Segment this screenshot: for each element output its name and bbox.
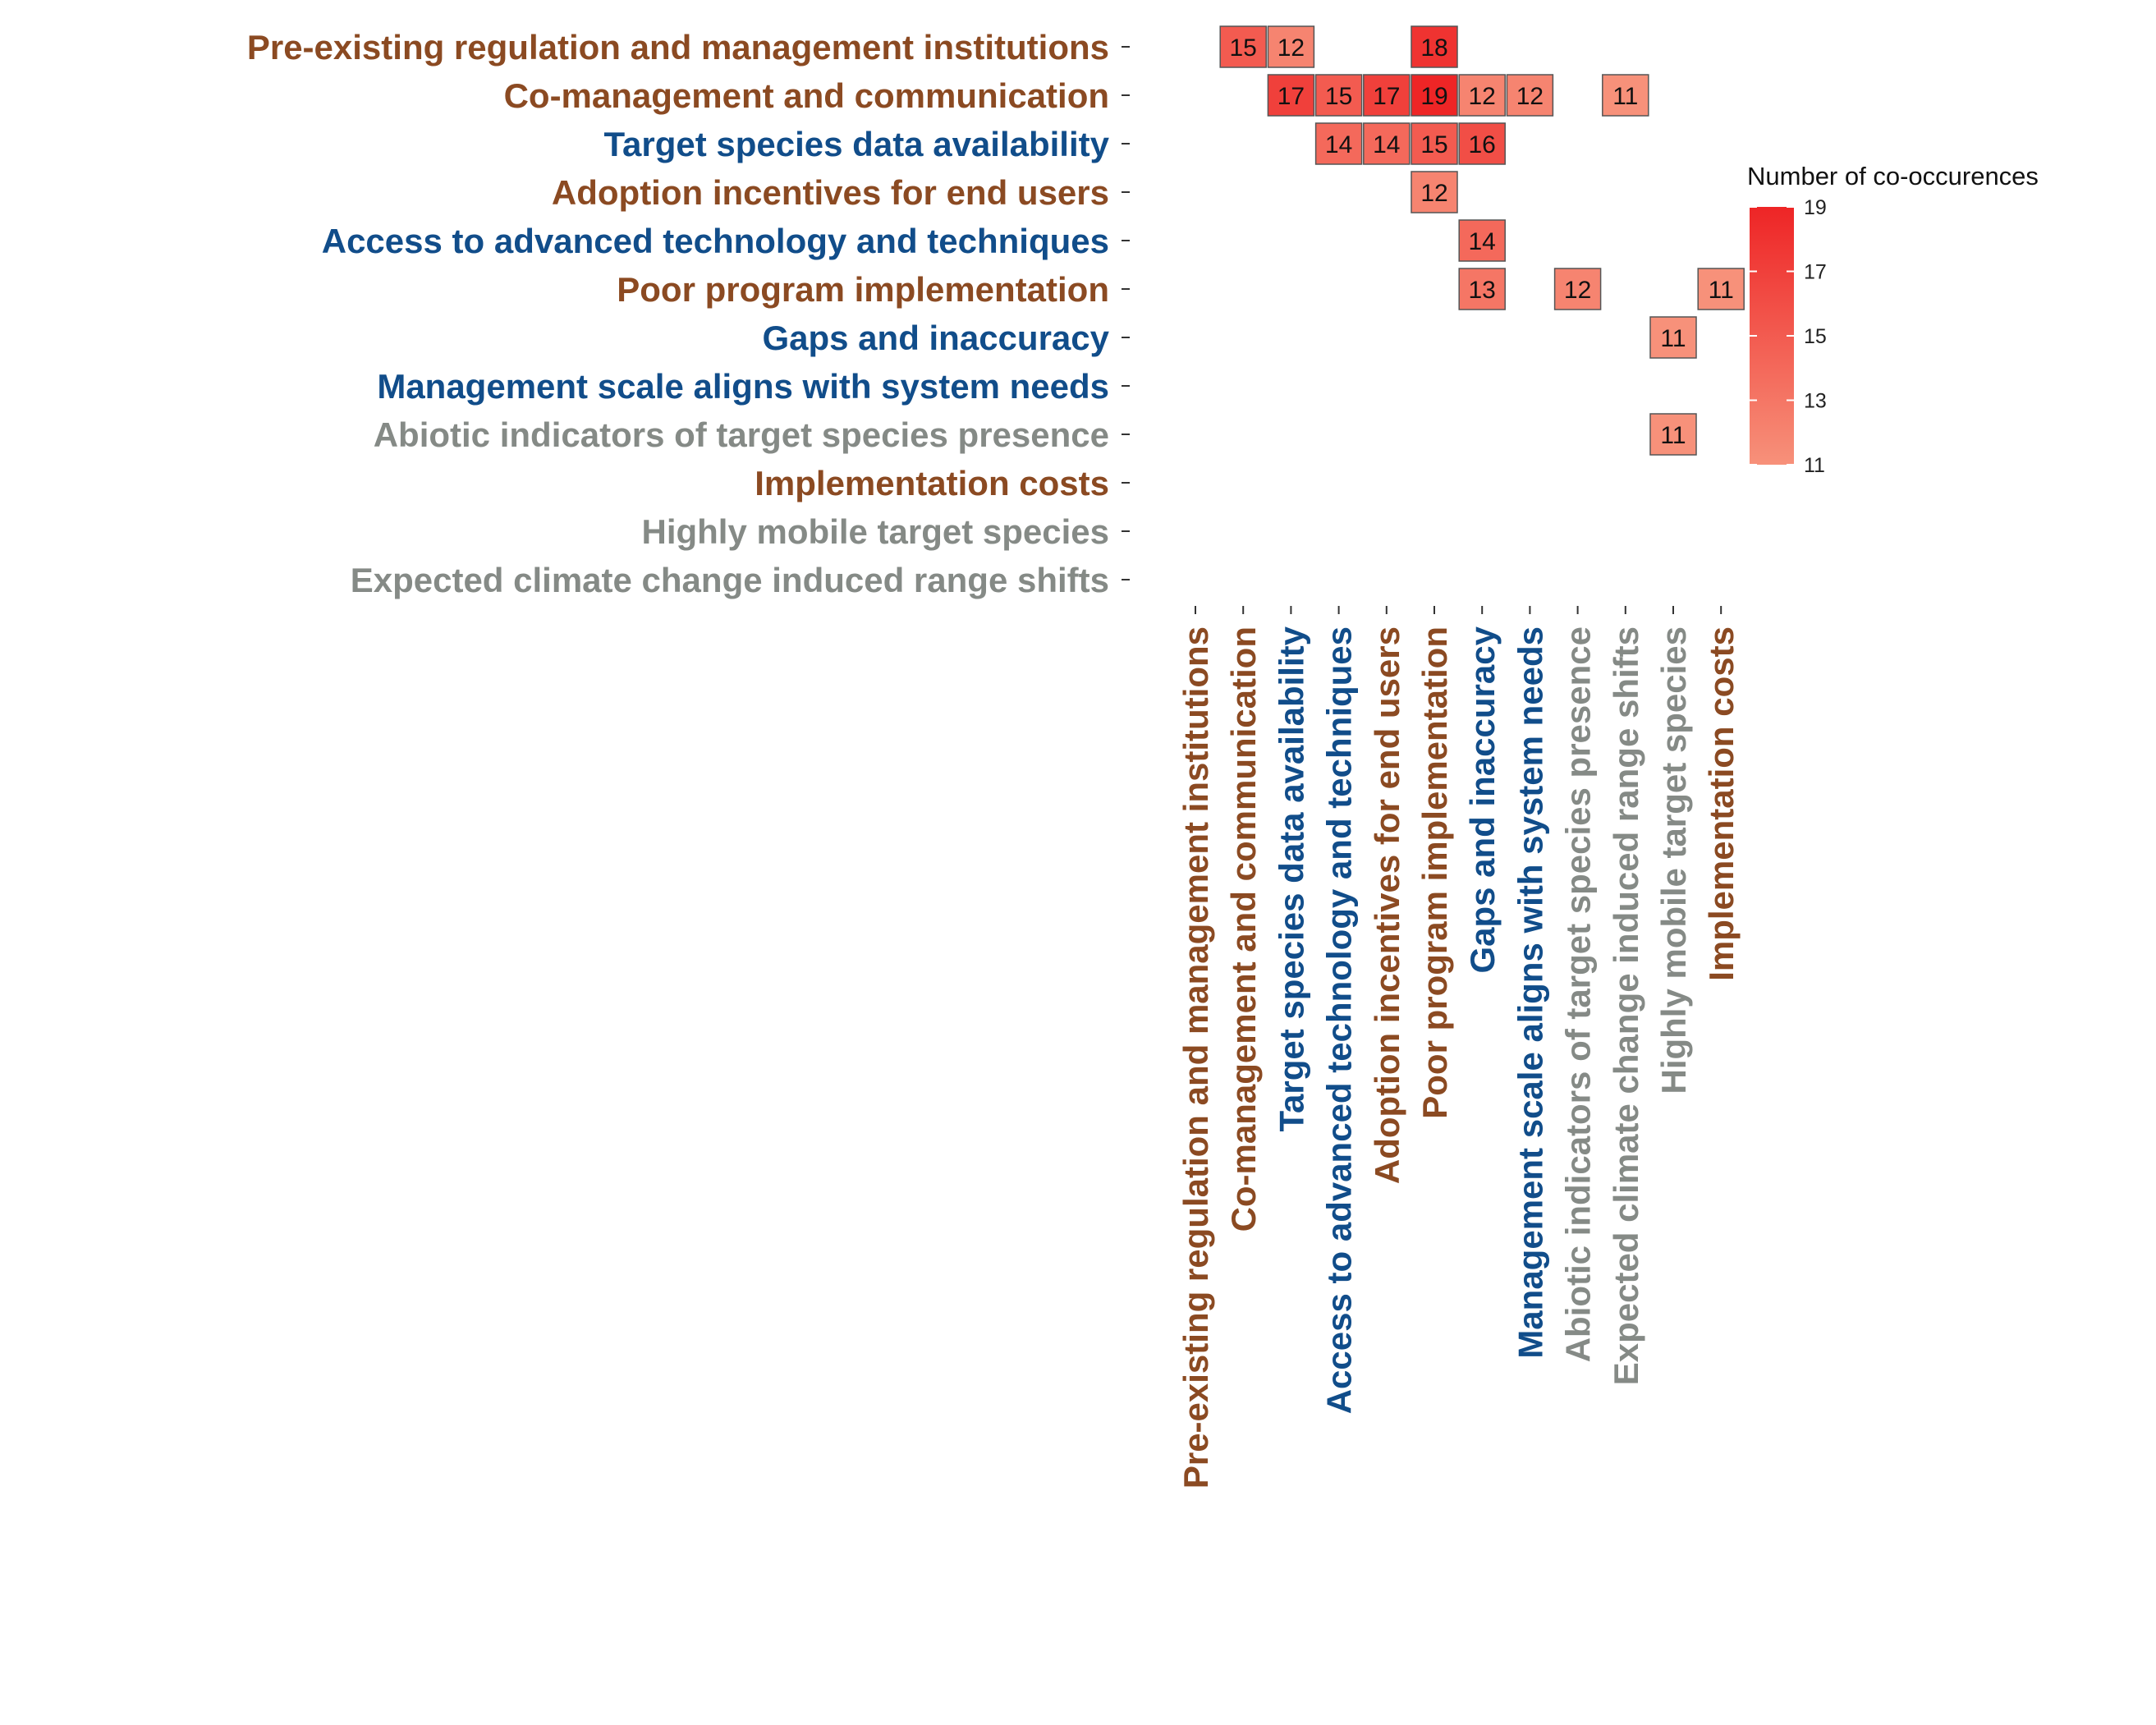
- y-tick-label-abiotic-indicators-of-target-species-presence: Abiotic indicators of target species pre…: [374, 415, 1109, 454]
- y-tick-label-target-species-data-availability: Target species data availability: [603, 125, 1109, 163]
- cell-value-label: 12: [1469, 83, 1496, 110]
- x-tick-label-management-scale-aligns-with-system-needs: Management scale aligns with system need…: [1511, 626, 1549, 1359]
- x-tick-label-implementation-costs: Implementation costs: [1702, 626, 1741, 981]
- heatmap-cell: [1363, 122, 1411, 165]
- heatmap-cell: [1267, 25, 1315, 68]
- cell-value-label: 12: [1564, 277, 1591, 304]
- cell-value-label: 12: [1516, 83, 1544, 110]
- legend-tick-label: 13: [1804, 390, 1827, 413]
- y-tick-label-pre-existing-regulation-and-management-institutions: Pre-existing regulation and management i…: [247, 28, 1109, 67]
- heatmap-cell: [1697, 268, 1745, 310]
- cell-value-label: 12: [1420, 180, 1447, 207]
- cell-value-label: 19: [1420, 83, 1447, 110]
- y-tick-label-management-scale-aligns-with-system-needs: Management scale aligns with system need…: [377, 367, 1109, 406]
- heatmap-cell: [1314, 74, 1363, 117]
- cell-value-label: 18: [1420, 34, 1447, 62]
- heatmap-cell: [1458, 122, 1506, 165]
- heatmap-cell: [1458, 219, 1506, 262]
- heatmap-cell: [1458, 74, 1506, 117]
- heatmap-cell: [1363, 74, 1411, 117]
- x-tick-label-access-to-advanced-technology-and-techniques: Access to advanced technology and techni…: [1320, 626, 1359, 1414]
- cell-value-label: 14: [1373, 131, 1400, 158]
- cell-value-label: 15: [1420, 131, 1447, 158]
- cell-value-label: 16: [1469, 131, 1496, 158]
- x-tick-label-highly-mobile-target-species: Highly mobile target species: [1654, 626, 1693, 1094]
- heatmap-cell: [1506, 74, 1554, 117]
- heatmap-cell: [1267, 74, 1315, 117]
- x-tick-label-gaps-and-inaccuracy: Gaps and inaccuracy: [1463, 626, 1502, 973]
- heatmap-cell: [1411, 74, 1458, 117]
- heatmap-cells: 15 12 18 17 15 17 19 12 12 11 14 14 15 16 12 14 13 12 11 11…: [1219, 25, 1745, 456]
- x-tick-label-pre-existing-regulation-and-management-institutions: Pre-existing regulation and management i…: [1177, 626, 1215, 1489]
- heatmap-cell: [1411, 25, 1458, 68]
- y-tick-label-co-management-and-communication: Co-management and communication: [504, 76, 1109, 115]
- cell-value-label: 11: [1660, 422, 1686, 449]
- x-tick-label-target-species-data-availability: Target species data availability: [1272, 626, 1310, 1131]
- x-axis-labels: Pre-existing regulation and management i…: [1177, 606, 1741, 1489]
- cell-value-label: 15: [1230, 34, 1257, 62]
- legend-title: Number of co-occurences: [1747, 162, 2039, 190]
- x-tick-label-adoption-incentives-for-end-users: Adoption incentives for end users: [1368, 626, 1406, 1184]
- cell-value-label: 17: [1373, 83, 1400, 110]
- x-tick-label-abiotic-indicators-of-target-species-presence: Abiotic indicators of target species pre…: [1559, 626, 1598, 1362]
- heatmap-cell: [1649, 316, 1697, 359]
- heatmap-cell: [1553, 268, 1602, 310]
- heatmap-cell: [1458, 268, 1506, 310]
- y-tick-label-gaps-and-inaccuracy: Gaps and inaccuracy: [762, 319, 1109, 357]
- y-tick-label-implementation-costs: Implementation costs: [755, 464, 1109, 502]
- legend-tick-label: 15: [1804, 325, 1827, 348]
- y-tick-label-adoption-incentives-for-end-users: Adoption incentives for end users: [552, 173, 1109, 212]
- y-tick-label-access-to-advanced-technology-and-techniques: Access to advanced technology and techni…: [322, 222, 1109, 260]
- cell-value-label: 17: [1278, 83, 1305, 110]
- cell-value-label: 14: [1325, 131, 1352, 158]
- cell-value-label: 14: [1469, 228, 1496, 255]
- legend-tick-label: 11: [1804, 454, 1825, 477]
- y-tick-label-poor-program-implementation: Poor program implementation: [617, 270, 1109, 309]
- x-tick-label-expected-climate-change-induced-range-shifts: Expected climate change induced range sh…: [1607, 626, 1645, 1385]
- color-legend: Number of co-occurences 19 17 15 13 11: [1747, 162, 2039, 477]
- cell-value-label: 12: [1278, 34, 1305, 62]
- heatmap-cell: [1411, 171, 1458, 213]
- y-tick-label-expected-climate-change-induced-range-shifts: Expected climate change induced range sh…: [351, 561, 1109, 599]
- cell-value-label: 11: [1660, 325, 1686, 352]
- heatmap-cell: [1411, 122, 1458, 165]
- x-tick-label-poor-program-implementation: Poor program implementation: [1415, 626, 1454, 1119]
- y-axis-labels: Pre-existing regulation and management i…: [247, 28, 1130, 599]
- legend-tick-label: 19: [1804, 196, 1827, 219]
- heatmap-cell: [1602, 74, 1649, 117]
- x-tick-label-co-management-and-communication: Co-management and communication: [1224, 626, 1263, 1232]
- heatmap-cell: [1314, 122, 1363, 165]
- cell-value-label: 15: [1325, 83, 1352, 110]
- cell-value-label: 13: [1469, 277, 1496, 304]
- heatmap-cell: [1219, 25, 1267, 68]
- y-tick-label-highly-mobile-target-species: Highly mobile target species: [641, 512, 1109, 551]
- legend-tick-label: 17: [1804, 261, 1827, 284]
- cell-value-label: 11: [1709, 277, 1734, 304]
- heatmap-cell: [1649, 413, 1697, 456]
- cell-value-label: 11: [1612, 83, 1638, 110]
